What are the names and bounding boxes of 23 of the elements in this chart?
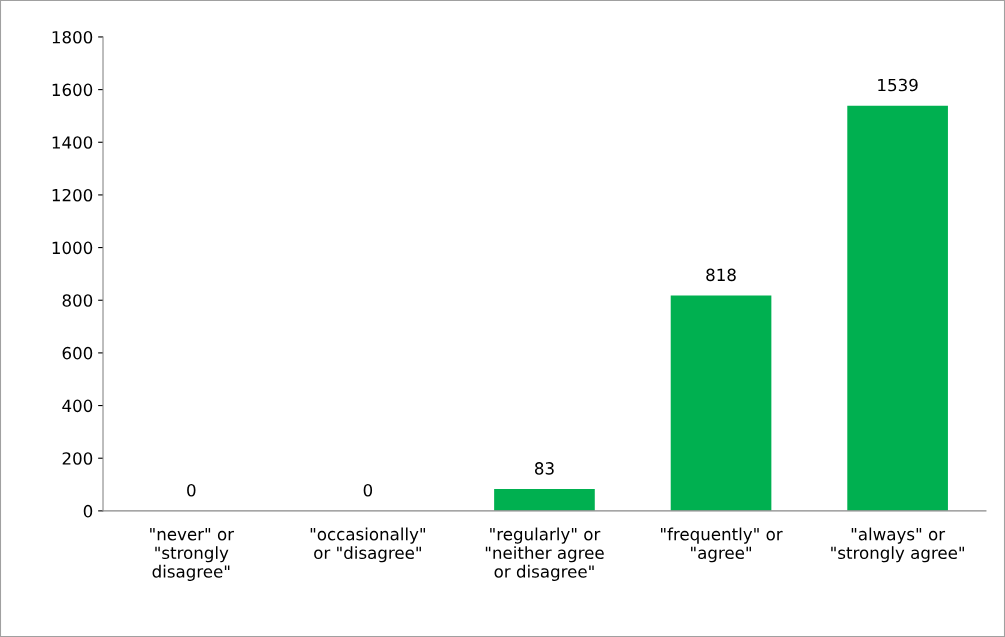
x-tick-label: "always" or "strongly agree" bbox=[831, 527, 964, 563]
x-tick-label: "regularly" or "neither agree or disagree" bbox=[485, 527, 604, 581]
data-label: 83 bbox=[534, 462, 554, 475]
data-label: 1539 bbox=[878, 78, 918, 92]
y-tick-label: 1800 bbox=[52, 30, 93, 44]
y-tick-label: 200 bbox=[62, 452, 93, 465]
y-tick-label: 800 bbox=[62, 294, 93, 307]
bar bbox=[494, 489, 595, 511]
y-tick-label: 1400 bbox=[52, 136, 93, 149]
data-label: 818 bbox=[706, 268, 736, 282]
y-tick-label: 0 bbox=[83, 504, 93, 518]
x-tick-label: "occasionally" or "disagree" bbox=[310, 527, 426, 563]
y-tick-label: 1200 bbox=[52, 188, 93, 202]
y-tick-label: 1000 bbox=[52, 241, 93, 255]
bar bbox=[847, 105, 948, 511]
data-label: 0 bbox=[363, 483, 373, 497]
x-tick-label: "frequently" or "agree" bbox=[661, 527, 783, 563]
bar bbox=[670, 295, 772, 511]
y-tick-label: 400 bbox=[62, 399, 93, 413]
x-tick-label: "never" or "strongly disagree" bbox=[150, 528, 235, 581]
data-label: 0 bbox=[187, 483, 196, 497]
y-tick-label: 600 bbox=[62, 346, 93, 360]
y-tick-label: 1600 bbox=[52, 83, 93, 97]
